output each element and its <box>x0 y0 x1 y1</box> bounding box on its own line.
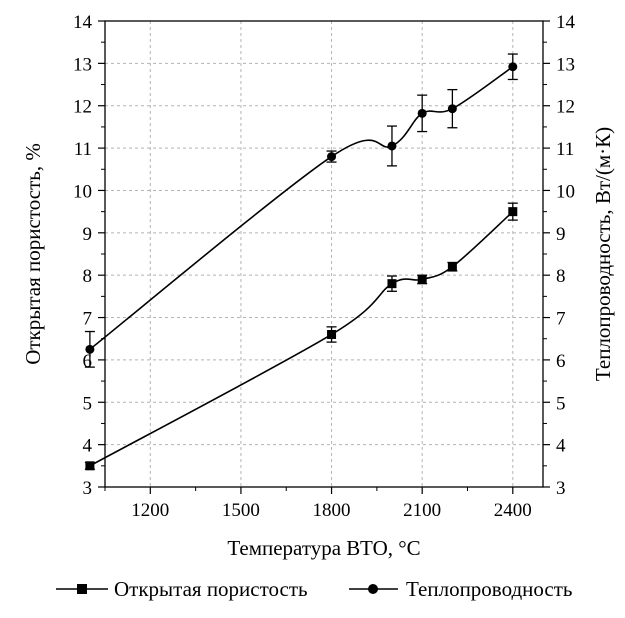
y-tick-label-right: 14 <box>556 12 576 33</box>
data-point-circle <box>327 152 337 162</box>
y-tick-label-left: 4 <box>83 436 93 457</box>
y-tick-label-left: 14 <box>73 12 93 33</box>
axis-ticks: 1200 1500 1800 2100 2400 3 3 4 4 5 5 6 6 7 7 8 8 9 9 10 10 11… <box>73 12 576 521</box>
y-tick-label-right: 11 <box>556 139 574 160</box>
y-tick-label-right: 13 <box>556 54 575 75</box>
y-tick-label-left: 7 <box>83 309 93 330</box>
y-tick-label-right: 7 <box>556 309 566 330</box>
y-tick-label-right: 9 <box>556 224 566 245</box>
y-tick-label-left: 6 <box>83 351 93 372</box>
plot-frame <box>104 20 544 488</box>
y-tick-label-left: 11 <box>74 139 92 160</box>
grid <box>105 21 543 487</box>
series-line-1 <box>89 211 514 467</box>
data-point-square <box>327 329 337 339</box>
legend-marker-circle <box>368 584 378 594</box>
data-point-square <box>417 274 427 284</box>
y-tick-label-right: 5 <box>556 393 566 414</box>
x-tick-label: 1800 <box>313 500 351 521</box>
y-tick-label-left: 13 <box>73 54 92 75</box>
legend-marker-square <box>77 584 87 594</box>
data-point-circle <box>417 108 427 118</box>
data-point-square <box>508 207 518 217</box>
x-tick-label: 2100 <box>403 500 441 521</box>
x-tick-label: 1200 <box>131 500 169 521</box>
data-point-circle <box>387 141 397 151</box>
y-tick-label-left: 10 <box>73 181 92 202</box>
data-point-circle <box>508 62 518 72</box>
data-point-square <box>387 279 397 289</box>
y-tick-label-left: 5 <box>83 393 93 414</box>
legend-label-conductivity: Теплопроводность <box>406 577 573 601</box>
y-tick-label-right: 10 <box>556 181 575 202</box>
data-point-circle <box>85 344 95 354</box>
x-tick-label: 1500 <box>222 500 260 521</box>
data-point-circle <box>447 104 457 114</box>
y-tick-label-right: 3 <box>556 478 566 499</box>
y-tick-label-left: 3 <box>83 478 93 499</box>
y-axis-label-right: Теплопроводность, Вт/(м·К) <box>591 127 615 381</box>
legend-label-porosity: Открытая пористость <box>114 577 308 601</box>
y-tick-label-right: 4 <box>556 436 566 457</box>
y-tick-label-right: 12 <box>556 97 575 118</box>
x-axis-label: Температура ВТО, °C <box>227 536 420 560</box>
data-point-square <box>85 461 95 471</box>
legend: Открытая пористость Теплопроводность <box>56 577 573 601</box>
y-tick-label-right: 6 <box>556 351 566 372</box>
y-tick-label-left: 12 <box>73 97 92 118</box>
y-tick-label-left: 9 <box>83 224 93 245</box>
y-tick-label-right: 8 <box>556 266 566 287</box>
data-point-square <box>447 262 457 272</box>
series-layer <box>84 53 518 471</box>
y-tick-label-left: 8 <box>83 266 93 287</box>
y-axis-label-left: Открытая пористость, % <box>21 143 45 365</box>
x-tick-label: 2400 <box>494 500 532 521</box>
